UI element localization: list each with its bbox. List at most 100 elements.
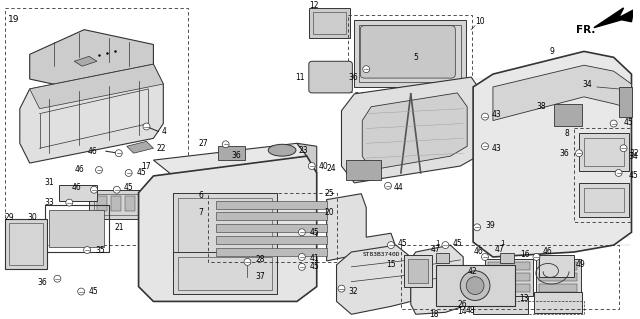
Text: 45: 45 [398, 239, 408, 248]
Polygon shape [29, 64, 163, 109]
Bar [346, 160, 381, 180]
Bar [216, 224, 326, 232]
Text: FR.: FR. [576, 25, 596, 35]
Circle shape [298, 229, 305, 236]
Bar [574, 129, 632, 222]
Text: 29: 29 [5, 213, 15, 222]
Text: 12: 12 [309, 1, 318, 11]
Text: 36: 36 [559, 149, 569, 158]
Text: 15: 15 [387, 260, 396, 269]
Circle shape [615, 169, 622, 176]
Text: 4: 4 [161, 127, 166, 136]
Bar [584, 138, 623, 166]
Text: 16: 16 [520, 250, 529, 259]
Text: 11: 11 [295, 73, 305, 82]
Bar [309, 8, 350, 38]
Bar [579, 183, 628, 218]
Circle shape [125, 169, 132, 176]
Polygon shape [74, 56, 97, 66]
Circle shape [610, 120, 617, 127]
Text: 34: 34 [628, 152, 638, 161]
Bar [45, 204, 109, 252]
Text: 1: 1 [435, 240, 440, 246]
Circle shape [385, 182, 392, 189]
Text: 31: 31 [45, 178, 54, 187]
Circle shape [575, 150, 582, 157]
Text: 45: 45 [124, 183, 134, 192]
Bar [173, 252, 277, 293]
Bar [9, 223, 43, 265]
Circle shape [54, 275, 61, 282]
Text: 45: 45 [310, 262, 319, 271]
Bar [534, 292, 582, 313]
Bar [208, 193, 337, 262]
Bar [216, 201, 326, 209]
Text: 13: 13 [519, 294, 529, 303]
Bar [5, 8, 188, 245]
Text: 27: 27 [198, 139, 208, 148]
Text: 46: 46 [74, 166, 84, 174]
Text: 6: 6 [198, 191, 203, 200]
Text: 32: 32 [630, 149, 639, 158]
Circle shape [442, 241, 449, 249]
Text: 20: 20 [324, 208, 334, 217]
Bar [500, 253, 514, 263]
Bar [49, 210, 104, 247]
Bar [89, 190, 154, 219]
Polygon shape [127, 141, 154, 153]
Text: 47: 47 [495, 245, 505, 254]
Circle shape [91, 186, 97, 193]
Bar [435, 265, 515, 306]
Circle shape [95, 167, 102, 174]
Polygon shape [20, 64, 163, 163]
Text: 45: 45 [136, 168, 147, 177]
Polygon shape [154, 143, 307, 176]
Bar [359, 25, 461, 82]
Bar [60, 185, 97, 201]
Bar [97, 196, 107, 211]
Bar [355, 20, 466, 87]
Bar [579, 133, 628, 171]
Text: 47: 47 [431, 245, 440, 254]
Polygon shape [337, 245, 411, 314]
Circle shape [474, 224, 481, 231]
Text: 49: 49 [576, 260, 586, 269]
Bar [178, 198, 272, 267]
Text: 26: 26 [458, 300, 467, 309]
Text: 35: 35 [95, 246, 105, 255]
Bar [401, 245, 619, 309]
Polygon shape [493, 65, 632, 121]
Circle shape [481, 113, 488, 120]
Circle shape [143, 123, 150, 130]
Text: 17: 17 [141, 161, 151, 171]
Circle shape [66, 199, 73, 206]
FancyBboxPatch shape [360, 26, 455, 78]
Text: 45: 45 [628, 171, 638, 181]
Bar [488, 273, 529, 281]
Text: 45: 45 [310, 228, 319, 237]
Text: 42: 42 [467, 267, 477, 276]
Text: 38: 38 [537, 102, 547, 111]
Polygon shape [594, 8, 634, 28]
Bar [485, 259, 532, 296]
Text: 33: 33 [45, 198, 54, 207]
Text: 46: 46 [473, 247, 483, 256]
Bar [435, 253, 449, 263]
Polygon shape [29, 30, 154, 94]
Polygon shape [473, 51, 632, 257]
Bar [584, 188, 623, 212]
Bar [313, 12, 346, 33]
Circle shape [115, 150, 122, 157]
Text: 46: 46 [87, 147, 97, 156]
Bar [488, 284, 529, 292]
Circle shape [298, 263, 305, 270]
Bar [408, 259, 428, 283]
Text: 5: 5 [413, 53, 418, 62]
Circle shape [308, 163, 316, 169]
Bar [473, 296, 527, 314]
FancyBboxPatch shape [309, 61, 353, 93]
Circle shape [620, 145, 627, 152]
Circle shape [84, 247, 91, 254]
Bar [540, 255, 574, 277]
Text: 21: 21 [114, 223, 124, 232]
